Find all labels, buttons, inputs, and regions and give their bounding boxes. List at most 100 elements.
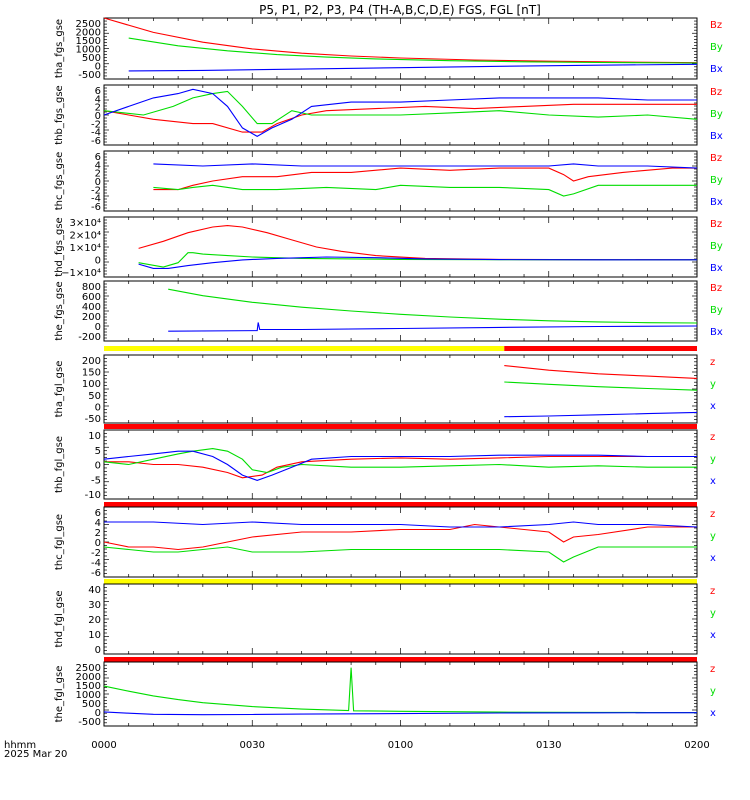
y-tick-label: -10 [85, 490, 101, 501]
legend-entry: By [710, 175, 723, 186]
y-tick-label: 0 [95, 708, 101, 719]
y-tick-label: 0 [95, 177, 101, 188]
panel-frame [103, 661, 698, 727]
legend-entry: Bx [710, 327, 723, 338]
series-line-x [103, 711, 698, 716]
time-unit-label: hhmm [4, 740, 36, 751]
legend-entry: x [710, 553, 716, 564]
legend-entry: z [710, 586, 715, 597]
y-tick-label: 0 [95, 402, 101, 413]
y-tick-label: 50 [88, 391, 101, 402]
y-axis-label: thb_fgs_gse [54, 85, 65, 144]
y-tick-label: -4 [91, 558, 101, 569]
series-line-x [104, 521, 698, 528]
y-tick-label: 1×10⁴ [70, 243, 101, 254]
y-tick-label: 1500 [76, 681, 101, 692]
legend-entry: Bx [710, 131, 723, 142]
y-tick-label: 2×10⁴ [70, 231, 101, 242]
legend-entry: Bz [710, 87, 722, 98]
series-line-bx [128, 63, 698, 72]
y-tick-label: 40 [88, 585, 101, 596]
y-tick-label: 2 [95, 528, 101, 539]
series-line-bz [153, 167, 697, 191]
y-axis-label: the_fgs_gse [54, 281, 65, 340]
y-tick-label: 4 [95, 94, 101, 105]
state-bar-segment [104, 346, 505, 351]
legend-entry: z [710, 664, 715, 675]
y-tick-label: 10 [88, 431, 101, 442]
series-line-y [103, 667, 698, 714]
legend-entry: Bz [710, 153, 722, 164]
y-tick-label: 2 [95, 103, 101, 114]
legend-entry: Bx [710, 64, 723, 75]
y-axis-label: thc_fgl_gse [54, 514, 65, 570]
panel-frame [103, 429, 698, 500]
time-tick-label: 0000 [91, 740, 116, 751]
panel-frame [103, 150, 698, 212]
y-tick-label: 200 [82, 312, 101, 323]
y-tick-label: 2000 [76, 672, 101, 683]
y-axis-label: the_fgl_gse [54, 666, 65, 723]
y-tick-label: 150 [82, 368, 101, 379]
legend-entry: By [710, 241, 723, 252]
y-axis-label: tha_fgl_gse [54, 361, 65, 418]
legend-entry: x [710, 401, 716, 412]
y-tick-label: 3×10⁴ [70, 218, 101, 229]
y-tick-label: -500 [78, 717, 101, 728]
y-tick-label: 500 [82, 699, 101, 710]
legend-entry: Bx [710, 197, 723, 208]
series-line-y [103, 546, 697, 563]
y-tick-label: -4 [91, 128, 101, 139]
series-line-x [103, 450, 697, 481]
series-line-bz [138, 225, 698, 261]
state-bar-segment [104, 502, 697, 507]
y-tick-label: 500 [82, 53, 101, 64]
legend-entry: x [710, 630, 716, 641]
y-tick-label: 0 [95, 111, 101, 122]
series-line-x [504, 411, 698, 418]
date-label: 2025 Mar 20 [4, 749, 67, 760]
legend-entry: Bx [710, 263, 723, 274]
y-tick-label: 600 [82, 292, 101, 303]
y-tick-label: -200 [78, 332, 101, 343]
time-tick-label: 0100 [388, 740, 413, 751]
y-tick-label: -2 [91, 119, 101, 130]
panel-frame [103, 506, 698, 578]
y-tick-label: -4 [91, 194, 101, 205]
legend-entry: z [710, 509, 715, 520]
y-tick-label: −1×10⁴ [61, 268, 101, 279]
series-line-by [168, 288, 698, 324]
time-axis: 0000 0030 0100 0130 0200 [91, 740, 709, 751]
y-tick-label: 6 [95, 86, 101, 97]
legend-entry: By [710, 109, 723, 120]
y-tick-label: 5 [95, 446, 101, 457]
y-tick-label: 0 [95, 538, 101, 549]
y-tick-label: -50 [85, 414, 101, 425]
y-tick-label: 800 [82, 282, 101, 293]
time-tick-label: 0130 [536, 740, 561, 751]
y-tick-label: -2 [91, 548, 101, 559]
y-tick-label: 4 [95, 518, 101, 529]
panel-frame [103, 354, 698, 424]
legend-entry: x [710, 708, 716, 719]
legend-entry: Bz [710, 283, 722, 294]
legend-entry: By [710, 42, 723, 53]
series-line-by [138, 252, 698, 268]
panel-frame [103, 17, 698, 80]
y-tick-label: 10 [88, 630, 101, 641]
y-tick-label: -500 [78, 70, 101, 81]
state-bar-segment [104, 657, 697, 662]
panel-9: 40 30 20 10 0 thd_fgl_gse zyx [54, 579, 716, 656]
y-tick-label: 200 [82, 356, 101, 367]
y-tick-label: 0 [95, 62, 101, 73]
y-tick-label: -5 [91, 475, 101, 486]
series-line-y [103, 448, 697, 474]
panel-7: 10 5 0 -5 -10 thb_fgl_gse zyx [54, 424, 716, 501]
legend-entry: z [710, 357, 715, 368]
legend-entry: y [710, 686, 716, 697]
